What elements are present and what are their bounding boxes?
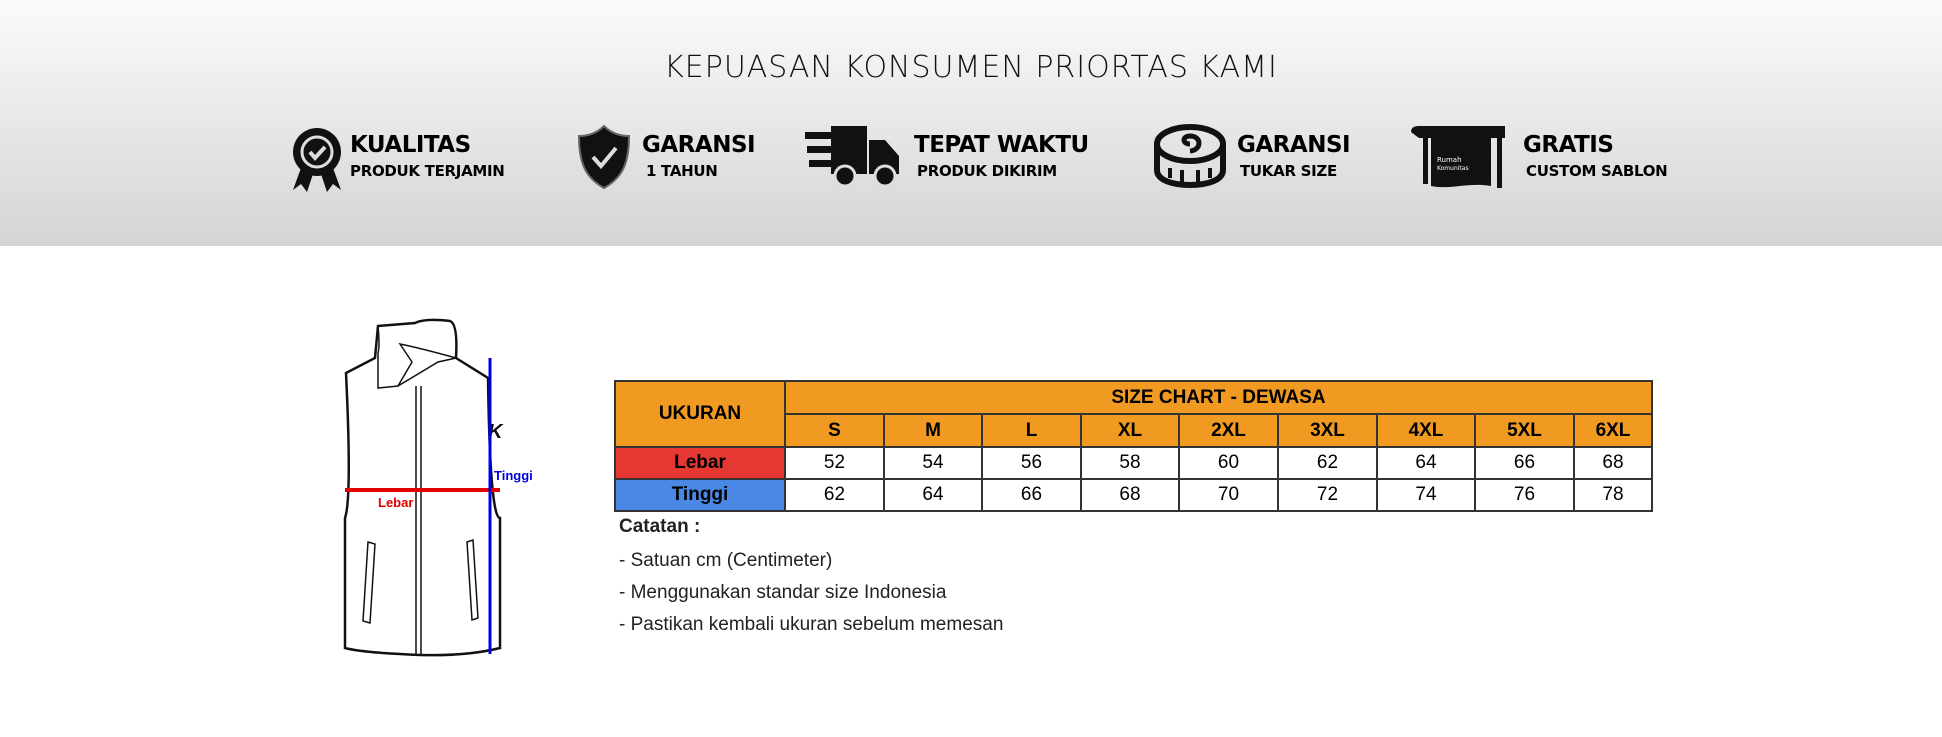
table-row: Lebar 52 54 56 58 60 62 64 66 68 — [614, 446, 1653, 480]
size-chart-table: UKURAN SIZE CHART - DEWASA S M L XL 2XL 3XL 4X… — [614, 380, 1653, 512]
printer-logo-text: Rumah — [1437, 156, 1462, 164]
table-row: Tinggi 62 64 66 68 70 72 74 76 78 — [614, 478, 1653, 512]
table-cell: 64 — [883, 478, 983, 512]
note-item: - Satuan cm (Centimeter) — [619, 550, 833, 571]
notes-heading: Catatan : — [619, 516, 701, 537]
table-cell: 76 — [1474, 478, 1575, 512]
size-header-M: M — [883, 413, 983, 448]
quality-badge-icon — [293, 128, 341, 192]
ukuran-header: UKURAN — [614, 380, 786, 448]
size-header-6XL: 6XL — [1573, 413, 1653, 448]
row-label-tinggi: Tinggi — [614, 478, 786, 512]
shield-check-icon — [577, 124, 631, 190]
table-cell: 66 — [981, 478, 1082, 512]
note-item: - Pastikan kembali ukuran sebelum memesa… — [619, 614, 1004, 635]
table-cell: 52 — [784, 446, 885, 480]
measuring-tape-icon — [1154, 124, 1226, 188]
svg-text:Komunitas: Komunitas — [1437, 165, 1469, 172]
size-header-4XL: 4XL — [1376, 413, 1476, 448]
height-label: Tinggi — [494, 468, 533, 483]
size-header-3XL: 3XL — [1277, 413, 1378, 448]
delivery-truck-icon — [805, 126, 899, 188]
width-label: Lebar — [378, 495, 413, 510]
size-header-2XL: 2XL — [1178, 413, 1279, 448]
table-cell: 68 — [1080, 478, 1180, 512]
table-cell: 58 — [1080, 446, 1180, 480]
table-cell: 62 — [1277, 446, 1378, 480]
table-cell: 70 — [1178, 478, 1279, 512]
table-cell: 78 — [1573, 478, 1653, 512]
table-cell: 66 — [1474, 446, 1575, 480]
brand-logo-icon: K — [488, 421, 504, 443]
size-header-L: L — [981, 413, 1082, 448]
header-banner: KEPUASAN KONSUMEN PRIORTAS KAMI KUALITAS… — [0, 0, 1942, 246]
table-cell: 68 — [1573, 446, 1653, 480]
size-header-XL: XL — [1080, 413, 1180, 448]
table-cell: 60 — [1178, 446, 1279, 480]
note-item: - Menggunakan standar size Indonesia — [619, 582, 947, 603]
table-cell: 62 — [784, 478, 885, 512]
table-cell: 74 — [1376, 478, 1476, 512]
table-cell: 54 — [883, 446, 983, 480]
table-cell: 64 — [1376, 446, 1476, 480]
size-header-5XL: 5XL — [1474, 413, 1575, 448]
table-cell: 56 — [981, 446, 1082, 480]
row-label-lebar: Lebar — [614, 446, 786, 480]
size-header-S: S — [784, 413, 885, 448]
size-chart-title: SIZE CHART - DEWASA — [784, 380, 1653, 415]
banner-title: KEPUASAN KONSUMEN PRIORTAS KAMI — [664, 50, 1278, 85]
table-cell: 72 — [1277, 478, 1378, 512]
vest-diagram: K Lebar Tinggi — [343, 318, 533, 657]
size-header-row: S M L XL 2XL 3XL 4XL 5XL 6XL — [615, 413, 1653, 448]
